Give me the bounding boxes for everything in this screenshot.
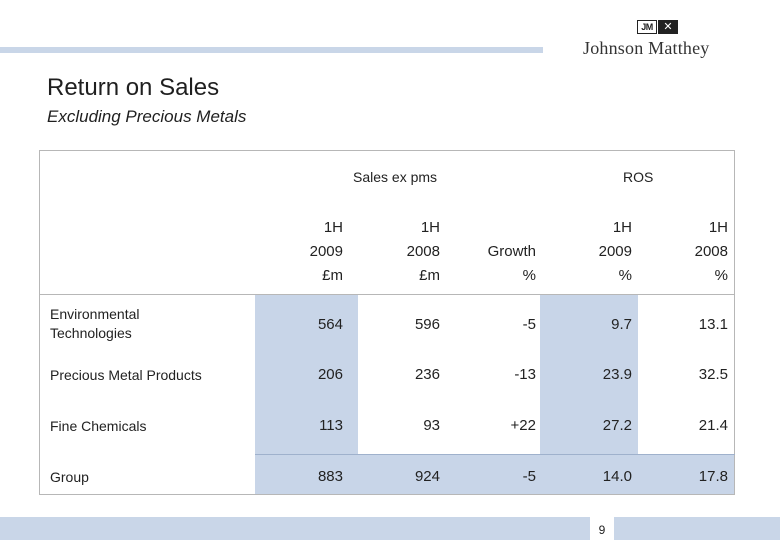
col-header-line: 2008 bbox=[406, 243, 440, 260]
cell: 206 bbox=[317, 366, 343, 383]
row-label-line: Fine Chemicals bbox=[50, 418, 147, 434]
cell: 23.9 bbox=[602, 366, 632, 383]
logo-mark: JM ✕ bbox=[637, 20, 681, 34]
cell: 27.2 bbox=[602, 417, 632, 434]
col-header-line: 2008 bbox=[694, 243, 728, 260]
col-header-line: % bbox=[618, 267, 632, 284]
col-header-line: £m bbox=[419, 267, 440, 284]
row-label-line: Environmental bbox=[50, 306, 140, 322]
slide-title: Return on Sales bbox=[47, 74, 220, 101]
slide-subtitle: Excluding Precious Metals bbox=[47, 107, 247, 126]
col-header-line: 1H bbox=[323, 219, 343, 236]
group-header-sales: Sales ex pms bbox=[353, 169, 438, 185]
data-table bbox=[39, 150, 735, 495]
col-header-line: % bbox=[714, 267, 728, 284]
col-header-ros-2009: 1H 2009 % bbox=[572, 216, 632, 288]
cell: 13.1 bbox=[698, 316, 728, 333]
cell: 9.7 bbox=[611, 316, 632, 333]
logo-cross-icon: ✕ bbox=[658, 20, 678, 34]
header-rule bbox=[0, 47, 543, 53]
col-header-line: 2009 bbox=[309, 243, 343, 260]
cell: 32.5 bbox=[698, 366, 728, 383]
col-header-sales-2008: 1H 2008 £m bbox=[380, 216, 440, 288]
col-header-sales-2009: 1H 2009 £m bbox=[283, 216, 343, 288]
cell: 21.4 bbox=[698, 417, 728, 434]
cell: -5 bbox=[522, 468, 536, 485]
cell: 924 bbox=[414, 468, 440, 485]
col-header-growth: Growth % bbox=[466, 216, 536, 288]
col-header-line: Growth bbox=[487, 243, 536, 260]
group-row-divider bbox=[255, 454, 735, 455]
col-header-line: % bbox=[522, 267, 536, 284]
col-header-line: 2009 bbox=[598, 243, 632, 260]
col-header-line: 1H bbox=[612, 219, 632, 236]
header-divider bbox=[39, 294, 735, 295]
row-label-fine-chemicals: Fine Chemicals bbox=[50, 417, 146, 436]
logo-wordmark: Johnson Matthey bbox=[583, 38, 710, 58]
group-header-ros: ROS bbox=[623, 169, 654, 185]
cell: 564 bbox=[317, 316, 343, 333]
cell: 883 bbox=[317, 468, 343, 485]
cell: -5 bbox=[522, 316, 536, 333]
logo-jm-box: JM bbox=[637, 20, 657, 34]
col-header-line: 1H bbox=[708, 219, 728, 236]
cell: -13 bbox=[514, 366, 536, 383]
col-header-ros-2008: 1H 2008 % bbox=[668, 216, 728, 288]
row-label-line: Technologies bbox=[50, 325, 132, 341]
col-header-line: £m bbox=[322, 267, 343, 284]
shaded-region-group-row bbox=[255, 455, 734, 494]
cell: 236 bbox=[414, 366, 440, 383]
row-label-line: Precious Metal Products bbox=[50, 367, 202, 383]
col-header-line bbox=[466, 216, 536, 240]
cell: 113 bbox=[319, 417, 343, 434]
footer-bar bbox=[0, 517, 780, 540]
cell: 17.8 bbox=[698, 468, 728, 485]
row-label-environmental: Environmental Technologies bbox=[50, 305, 140, 343]
page-number: 9 bbox=[590, 517, 614, 540]
row-label-precious-metal-products: Precious Metal Products bbox=[50, 366, 202, 385]
cell: +22 bbox=[510, 417, 536, 434]
col-header-line: 1H bbox=[420, 219, 440, 236]
cell: 596 bbox=[414, 316, 440, 333]
company-logo: JM ✕ Johnson Matthey bbox=[583, 20, 743, 62]
cell: 93 bbox=[423, 417, 440, 434]
row-label-line: Group bbox=[50, 469, 89, 485]
cell: 14.0 bbox=[602, 468, 632, 485]
row-label-group: Group bbox=[50, 468, 89, 487]
